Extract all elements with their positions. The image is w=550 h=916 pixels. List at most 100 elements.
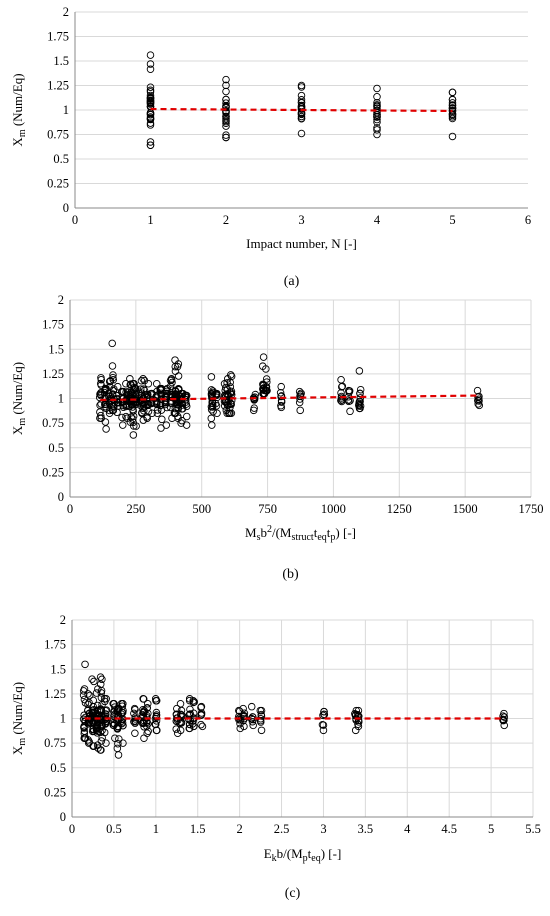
data-point [117, 699, 126, 708]
data-point [222, 99, 230, 107]
data-point [108, 362, 117, 370]
data-point [113, 744, 122, 753]
data-point [239, 704, 247, 713]
data-point [222, 133, 230, 142]
data-point [319, 726, 328, 735]
scatter-points [146, 51, 457, 150]
data-point [176, 699, 185, 708]
data-point [84, 736, 92, 744]
y-tick-label: 1.5 [50, 662, 66, 676]
data-point [249, 713, 257, 721]
data-point [356, 402, 365, 410]
data-point [448, 95, 457, 104]
y-tick-label: 1 [58, 392, 64, 406]
data-point [142, 722, 151, 730]
data-point [356, 385, 365, 394]
data-point [226, 389, 234, 397]
data-point [140, 734, 148, 742]
y-tick-label: 1.75 [42, 318, 64, 332]
x-tick-label: 1 [153, 822, 159, 836]
y-axis-label: Xm (Num/Eq) [10, 362, 28, 435]
data-point [102, 739, 110, 747]
data-point [111, 734, 119, 742]
data-point [473, 386, 482, 395]
data-point [98, 675, 106, 684]
data-point [373, 118, 381, 126]
x-tick-label: 4.5 [441, 822, 457, 836]
data-point [85, 691, 94, 700]
y-tick-label: 0.5 [53, 152, 69, 166]
data-point [109, 373, 117, 382]
data-point [139, 695, 147, 703]
x-tick-label: 5.5 [525, 822, 541, 836]
data-point [346, 407, 354, 416]
data-point [96, 728, 105, 737]
x-tick-label: 750 [258, 502, 277, 516]
data-point [119, 421, 127, 429]
data-point [110, 385, 118, 393]
data-point [320, 707, 328, 716]
data-point [355, 367, 364, 375]
data-point [146, 60, 155, 68]
data-point [97, 689, 106, 697]
data-point [373, 98, 381, 107]
data-point [130, 709, 138, 718]
data-point [257, 712, 266, 720]
data-point [247, 702, 256, 711]
data-point [96, 673, 105, 681]
data-point [81, 660, 89, 669]
data-point [167, 375, 176, 383]
data-point [250, 404, 258, 412]
data-point [146, 114, 155, 122]
data-point [137, 377, 146, 385]
data-point [355, 397, 364, 406]
data-point [297, 83, 306, 91]
data-point [227, 371, 235, 379]
data-point [80, 727, 89, 735]
trendline [150, 107, 453, 113]
y-tick-label: 1.25 [44, 687, 66, 701]
y-tick-label: 0 [60, 810, 66, 824]
data-point [162, 421, 171, 429]
data-point [448, 132, 457, 141]
data-point [90, 742, 98, 750]
data-point [119, 739, 127, 747]
data-point [345, 397, 353, 406]
data-point [92, 689, 101, 697]
x-tick-label: 0 [72, 213, 78, 227]
x-tick-label: 3 [298, 213, 304, 227]
y-tick-label: 1.25 [47, 79, 69, 93]
data-point [166, 382, 175, 390]
data-point [251, 393, 259, 401]
data-point [222, 95, 230, 104]
data-point [117, 719, 126, 728]
data-point [113, 394, 122, 403]
data-point [263, 386, 271, 395]
x-tick-label: 1 [147, 213, 153, 227]
data-point [132, 422, 140, 430]
x-tick-label: 0.5 [106, 822, 122, 836]
data-point [189, 722, 198, 731]
data-point [257, 726, 266, 735]
data-point [356, 389, 364, 398]
data-point [122, 412, 130, 421]
data-point [259, 353, 268, 361]
data-point [96, 408, 104, 416]
data-point [143, 413, 151, 421]
data-point [448, 107, 457, 115]
data-point [144, 699, 152, 708]
data-point [80, 711, 88, 719]
data-point [227, 409, 236, 418]
data-point [108, 339, 116, 348]
data-point [130, 379, 138, 388]
data-point [337, 376, 345, 384]
data-point [130, 704, 139, 713]
data-point [222, 112, 230, 121]
data-point [198, 722, 207, 731]
x-tick-label: 250 [126, 502, 145, 516]
data-point [500, 709, 508, 718]
y-tick-label: 0.5 [48, 441, 64, 455]
data-point [101, 720, 110, 728]
data-point [222, 75, 230, 84]
data-point [213, 389, 221, 398]
